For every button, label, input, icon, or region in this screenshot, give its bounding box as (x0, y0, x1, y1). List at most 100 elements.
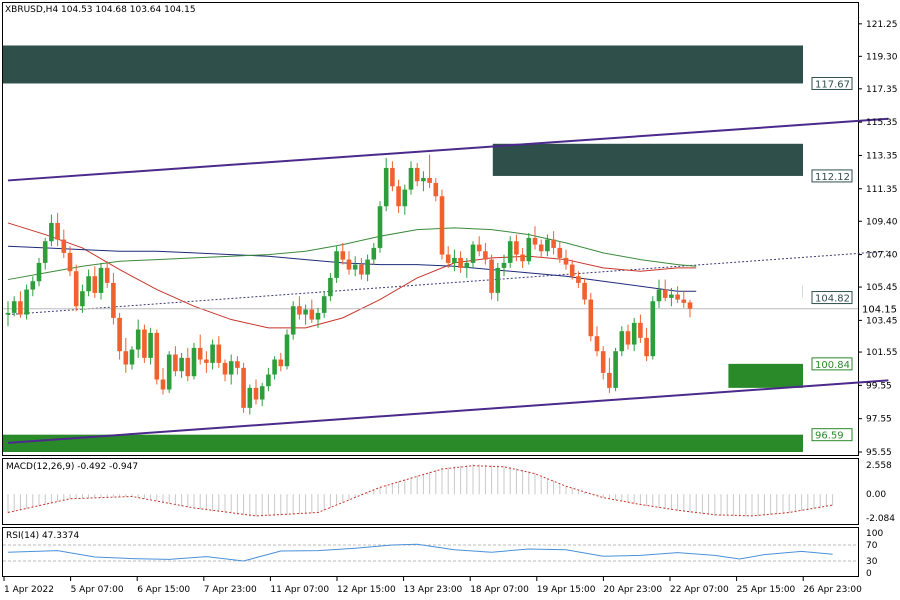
candle (284, 334, 290, 367)
candle (563, 257, 569, 265)
candle (625, 331, 631, 345)
candle (235, 361, 240, 368)
supply-zone (3, 45, 803, 84)
candle (433, 182, 439, 197)
candle (135, 329, 141, 350)
candle (55, 222, 60, 240)
rsi-line (7, 543, 833, 562)
candle (36, 262, 42, 282)
candle (228, 361, 234, 375)
candle (5, 312, 11, 315)
candle (266, 374, 271, 387)
candle (532, 237, 538, 245)
current-price-tag-box (859, 302, 897, 315)
candle (346, 259, 352, 270)
y-tick-label: 121.25 (866, 20, 898, 30)
candle (328, 277, 333, 297)
symbol-header: XBRUSD,H4 104.53 104.68 103.64 104.15 (5, 5, 196, 15)
candle (309, 309, 315, 320)
candle (427, 177, 432, 183)
candle (408, 167, 414, 190)
candle (92, 276, 98, 293)
rsi-tick-label: 0 (866, 569, 872, 579)
candle (173, 354, 178, 372)
y-tick-label: 117.35 (866, 85, 898, 95)
candle (501, 262, 507, 268)
candle (61, 239, 67, 253)
candle (464, 262, 470, 268)
rsi-label: RSI(14) 47.3374 (6, 531, 80, 541)
candle (507, 241, 513, 263)
current-price-tag: 104.15 (862, 305, 897, 316)
candle (526, 237, 532, 262)
channel-lower-line (7, 379, 889, 444)
candle (445, 254, 451, 263)
candle (483, 251, 488, 260)
macd-tick-label: -2.084 (866, 514, 895, 524)
macd-signal-line (7, 465, 833, 517)
candle (24, 289, 29, 315)
candle (204, 359, 209, 363)
y-tick-label: 95.55 (866, 448, 892, 458)
candle (421, 177, 426, 182)
candle (73, 271, 79, 307)
candle (687, 302, 693, 309)
candle (111, 282, 116, 318)
candle (86, 276, 91, 292)
candle (315, 312, 321, 320)
x-tick-label: 19 Apr 15:00 (537, 585, 596, 595)
channel-upper-line (7, 117, 889, 182)
candle (129, 349, 135, 365)
candle (67, 252, 73, 272)
candle (142, 329, 147, 358)
y-tick-label: 107.40 (866, 251, 898, 261)
y-tick-label: 105.45 (866, 283, 898, 293)
y-tick-label: 97.55 (866, 415, 892, 425)
moving-average-green (7, 227, 697, 281)
x-tick-label: 13 Apr 23:00 (404, 585, 463, 595)
candle (383, 167, 389, 207)
x-tick-label: 20 Apr 23:00 (603, 585, 662, 595)
level-tag-box (811, 357, 853, 371)
candle (49, 222, 54, 242)
rsi-pane-frame (2, 527, 859, 577)
macd-tick-label: 2.558 (866, 461, 892, 471)
candle (402, 189, 408, 207)
candle (216, 344, 222, 363)
demand-zone (728, 363, 803, 388)
candle (222, 362, 228, 375)
candle (600, 351, 606, 373)
candle (576, 276, 581, 283)
y-tick-label: 119.30 (866, 52, 898, 62)
candle (650, 301, 656, 357)
y-tick-label: 113.35 (866, 151, 898, 161)
candle (551, 239, 556, 248)
level-tag-box (811, 428, 853, 442)
x-tick-label: 5 Apr 07:00 (71, 585, 124, 595)
macd-label: MACD(12,26,9) -0.492 -0.947 (6, 462, 139, 472)
candle (334, 251, 339, 278)
candle (321, 296, 327, 313)
level-tag-label: 112.12 (815, 172, 850, 183)
candle (396, 186, 401, 207)
candle (582, 282, 587, 300)
candle (104, 267, 110, 283)
candle (210, 344, 215, 363)
candle (166, 354, 172, 390)
level-tag-label: 96.59 (815, 431, 844, 442)
y-tick-label: 111.35 (866, 185, 898, 195)
candle (98, 267, 104, 293)
candle (439, 196, 445, 255)
candle (607, 372, 612, 388)
candle (297, 306, 302, 315)
level-tag-box (811, 169, 853, 183)
main-pane-frame (2, 2, 859, 456)
candle (489, 259, 494, 293)
candle (42, 241, 48, 263)
candle (470, 244, 476, 263)
candle (160, 379, 166, 390)
x-tick-label: 26 Apr 23:00 (803, 585, 862, 595)
candle (669, 294, 674, 298)
macd-pane-frame (2, 458, 859, 525)
